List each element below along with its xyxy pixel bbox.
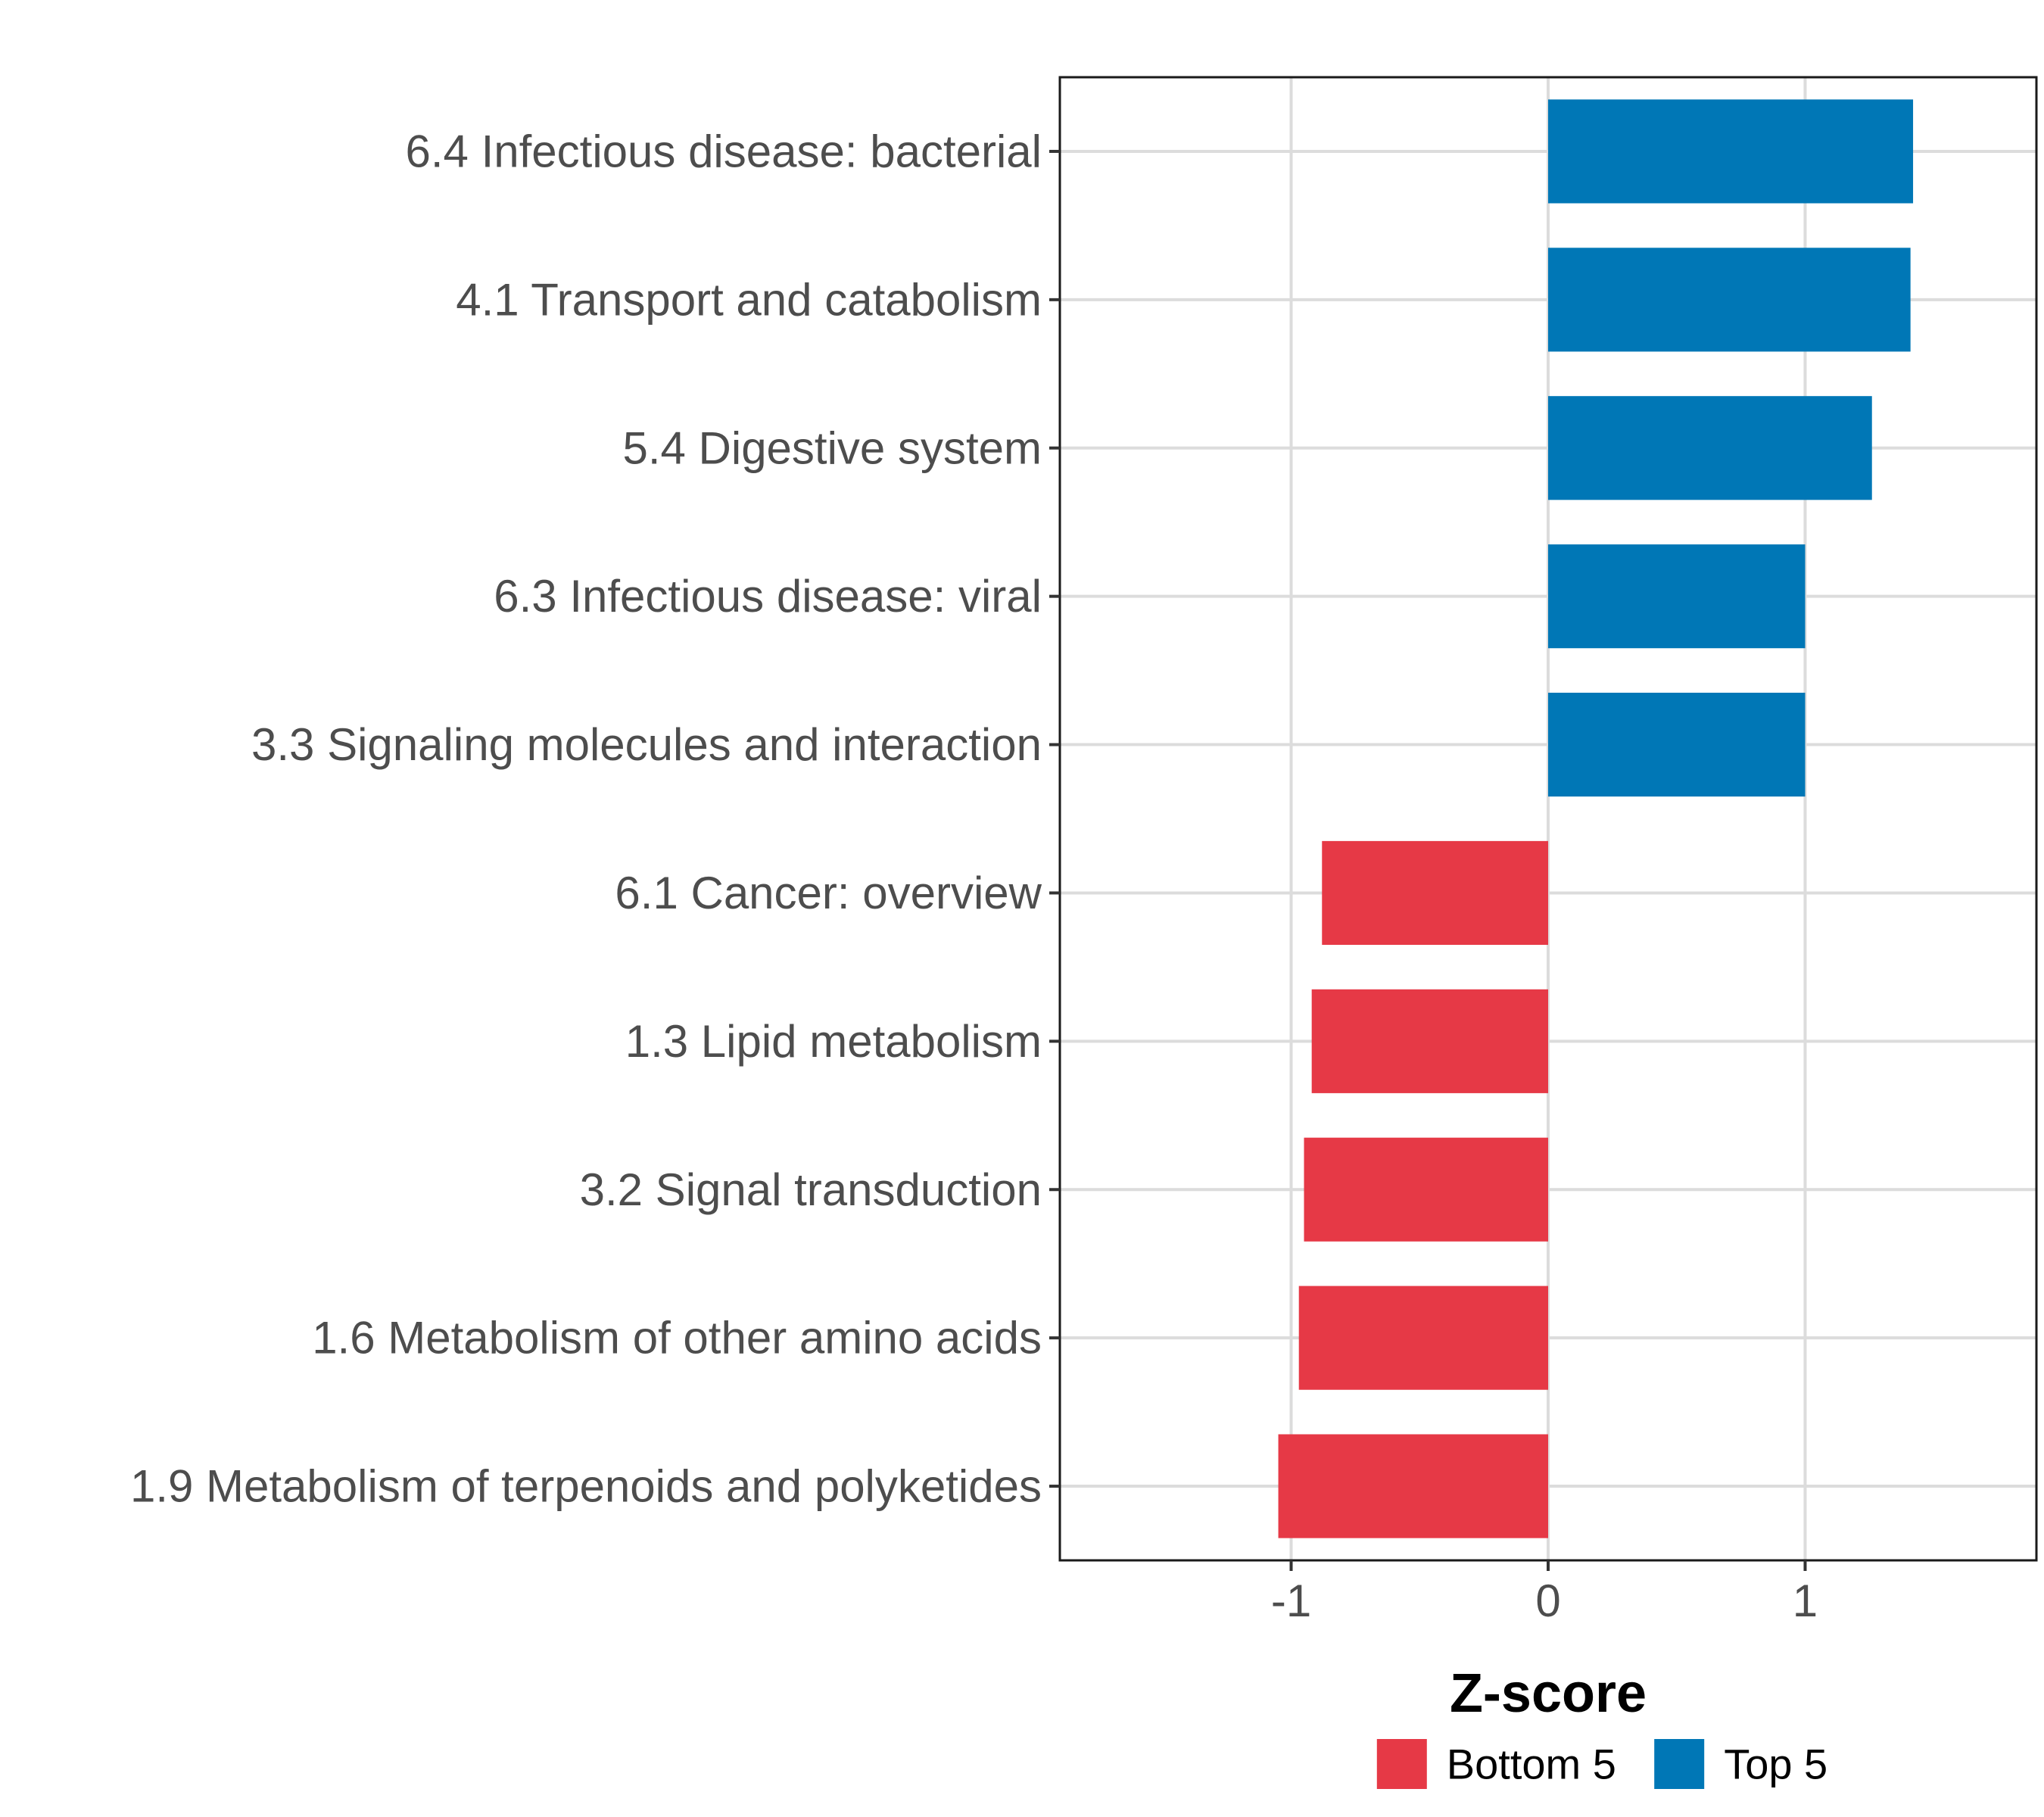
bar-bottom-10	[1278, 1434, 1548, 1538]
x-axis-title: Z-score	[1450, 1663, 1647, 1724]
x-tick-label: -1	[1271, 1575, 1311, 1626]
bar-top-5	[1548, 692, 1806, 797]
legend-swatch-bottom-5	[1376, 1739, 1427, 1789]
y-axis-ticks	[1049, 149, 1060, 1488]
category-label: 6.4 Infectious disease: bacterial	[406, 126, 1042, 176]
legend-swatch-top-5	[1654, 1739, 1705, 1789]
bar-top-3	[1548, 396, 1872, 500]
legend-label: Bottom 5	[1447, 1741, 1616, 1788]
x-tick-label: 0	[1535, 1575, 1560, 1626]
bar-bottom-7	[1311, 989, 1548, 1093]
category-label: 4.1 Transport and catabolism	[456, 274, 1042, 325]
bar-bottom-8	[1304, 1137, 1548, 1242]
bars	[1278, 99, 1914, 1538]
y-axis-category-labels: 6.4 Infectious disease: bacterial 4.1 Tra…	[130, 126, 1042, 1511]
x-axis-tick-labels: -1 0 1	[1271, 1575, 1818, 1626]
category-label: 5.4 Digestive system	[622, 422, 1042, 473]
bar-top-4	[1548, 544, 1806, 649]
category-label: 6.3 Infectious disease: viral	[494, 571, 1042, 622]
category-label: 3.3 Signaling molecules and interaction	[251, 719, 1042, 770]
legend-label: Top 5	[1724, 1741, 1827, 1788]
category-label: 1.9 Metabolism of terpenoids and polyket…	[130, 1461, 1042, 1512]
category-label: 1.3 Lipid metabolism	[625, 1016, 1042, 1067]
bar-bottom-6	[1322, 840, 1548, 946]
bar-top-2	[1548, 248, 1911, 352]
x-axis-ticks	[1289, 1560, 1807, 1571]
bar-bottom-9	[1298, 1286, 1548, 1390]
category-label: 1.6 Metabolism of other amino acids	[312, 1313, 1042, 1364]
legend: Bottom 5 Top 5	[1376, 1739, 1827, 1789]
category-label: 6.1 Cancer: overview	[615, 868, 1042, 918]
category-label: 3.2 Signal transduction	[580, 1164, 1042, 1215]
x-tick-label: 1	[1793, 1575, 1818, 1626]
bar-top-1	[1548, 99, 1914, 204]
